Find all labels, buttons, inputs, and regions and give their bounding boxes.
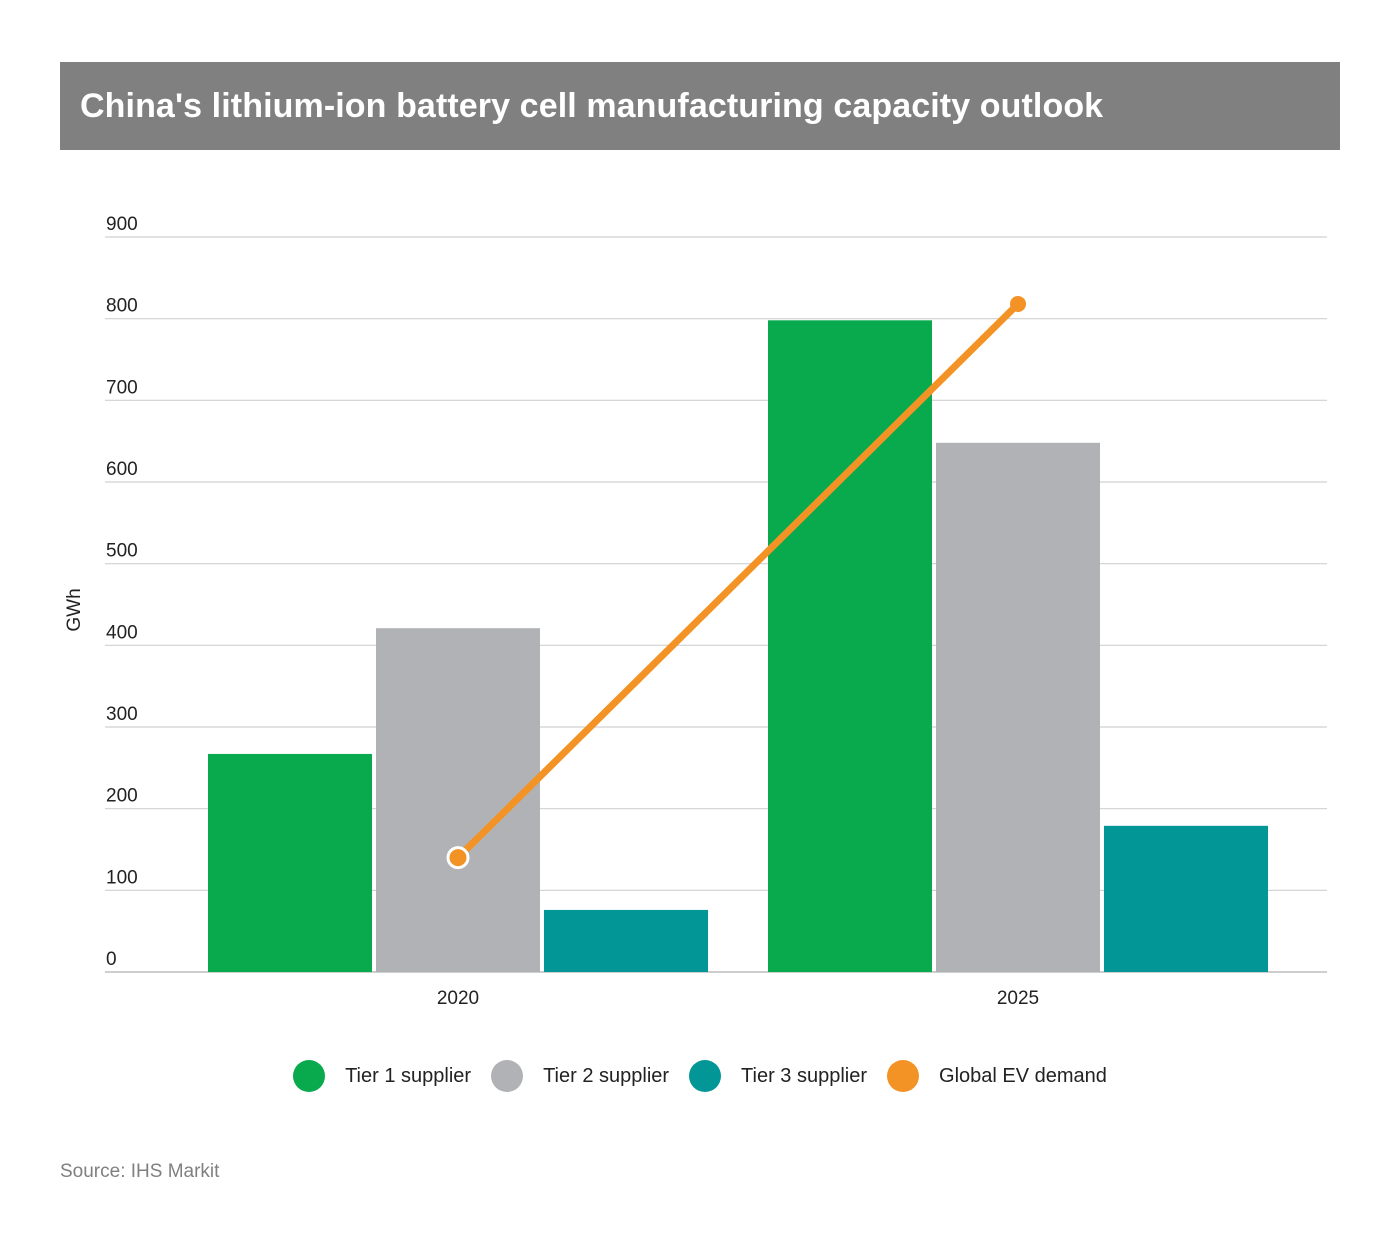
bar-tier-2-supplier-2025: [936, 442, 1100, 972]
legend-swatch: [491, 1060, 524, 1092]
legend-swatch: [887, 1060, 920, 1092]
source-note: Source: IHS Markit: [60, 1161, 220, 1182]
y-tick-label: 900: [106, 214, 138, 235]
y-tick-label: 400: [106, 622, 138, 643]
bar-tier-1-supplier-2025: [768, 320, 932, 972]
legend-label: Tier 2 supplier: [543, 1064, 670, 1087]
chart-title: China's lithium-ion battery cell manufac…: [80, 86, 1104, 125]
legend-item-tier-3-supplier: Tier 3 supplier: [689, 1060, 867, 1092]
demand-line-path: [454, 300, 1022, 862]
y-tick-label: 100: [106, 867, 138, 888]
x-axis-ticks: 2020 2025: [437, 988, 1039, 1009]
y-axis-label: GWh: [64, 588, 85, 631]
legend-label: Tier 1 supplier: [345, 1064, 472, 1087]
legend-item-global-ev-demand: Global EV demand: [887, 1060, 1107, 1092]
y-tick-label: 300: [106, 704, 138, 725]
y-tick-label: 700: [106, 377, 138, 398]
bar-tier-1-supplier-2020: [208, 753, 372, 972]
y-tick-label: 200: [106, 786, 138, 807]
legend-swatch: [689, 1060, 722, 1092]
bars: [208, 320, 1268, 972]
bar-tier-3-supplier-2025: [1104, 825, 1268, 972]
y-axis-ticks: 0 100 200 300 400 500 600 700 800 900: [106, 214, 138, 970]
legend-item-tier-2-supplier: Tier 2 supplier: [491, 1060, 669, 1092]
demand-point-2025: [1010, 295, 1026, 312]
bar-tier-3-supplier-2020: [544, 909, 708, 972]
x-tick-label: 2025: [997, 988, 1039, 1009]
y-tick-label: 500: [106, 541, 138, 562]
demand-point-2020: [446, 846, 470, 870]
y-tick-label: 600: [106, 459, 138, 480]
legend-label: Tier 3 supplier: [741, 1064, 868, 1087]
legend-label: Global EV demand: [939, 1064, 1107, 1087]
title-bar: China's lithium-ion battery cell manufac…: [60, 62, 1340, 150]
demand-line: [446, 295, 1026, 870]
x-tick-label: 2020: [437, 988, 479, 1009]
legend-item-tier-1-supplier: Tier 1 supplier: [293, 1060, 471, 1092]
legend-swatch: [293, 1060, 326, 1092]
y-tick-label: 800: [106, 296, 138, 317]
legend: Tier 1 supplier Tier 2 supplier Tier 3 sup…: [0, 1058, 1400, 1094]
y-tick-label: 0: [106, 949, 117, 970]
